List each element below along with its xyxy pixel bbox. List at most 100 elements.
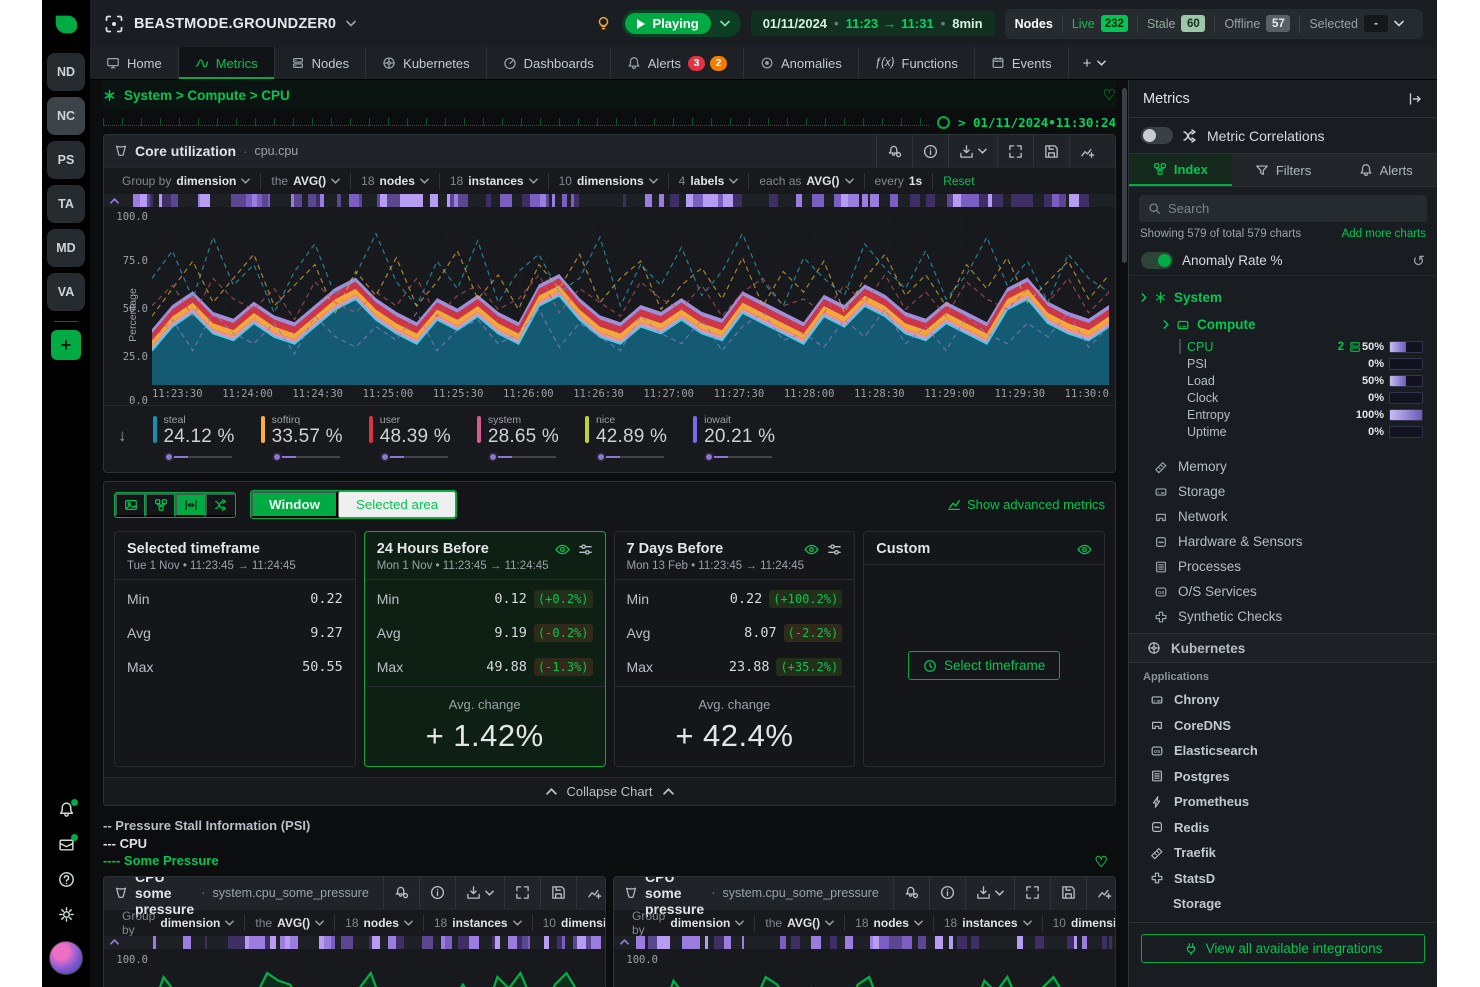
fullscreen-button[interactable] — [1013, 876, 1050, 909]
groupby-chip[interactable]: 18 instances — [440, 173, 549, 189]
groupby-chip[interactable]: Group by dimension — [112, 909, 246, 937]
tab-nodes[interactable]: Nodes — [275, 47, 367, 79]
legend-item-nice[interactable]: nice 42.89 % — [585, 414, 667, 462]
sidebar-app-chrony[interactable]: Chrony — [1129, 687, 1437, 713]
tab-events[interactable]: Events — [975, 47, 1069, 79]
show-advanced-metrics-link[interactable]: Show advanced metrics — [947, 497, 1105, 512]
anomaly-slider[interactable] — [487, 452, 559, 462]
sidebar-tab-alerts[interactable]: Alerts — [1334, 154, 1437, 186]
help-button[interactable] — [58, 871, 75, 891]
collapse-sidebar-icon[interactable] — [1407, 91, 1423, 107]
content-scrollbar[interactable] — [1122, 88, 1127, 263]
space-chevron-down-icon[interactable] — [346, 20, 356, 27]
tab-dashboards[interactable]: Dashboards — [487, 47, 611, 79]
groupby-chip[interactable]: 18 nodes — [845, 914, 934, 931]
correlations-toggle[interactable] — [1141, 127, 1173, 144]
anomaly-rate-toggle[interactable] — [1141, 252, 1173, 269]
add-to-dashboard-button[interactable] — [1085, 876, 1115, 909]
view-selected-area[interactable]: Selected area — [337, 491, 457, 518]
sidebar-item-processes[interactable]: Processes — [1129, 554, 1437, 579]
sliders-icon[interactable] — [578, 542, 593, 557]
add-to-dashboard-button[interactable] — [1069, 135, 1105, 167]
tree-leaf-psi[interactable]: PSI 0% — [1129, 355, 1437, 372]
anomaly-slider[interactable] — [704, 452, 775, 462]
breadcrumb[interactable]: System > Compute > CPU — [124, 87, 290, 103]
sidebar-app-prometheus[interactable]: Prometheus — [1129, 789, 1437, 815]
view-integrations-button[interactable]: View all available integrations — [1141, 934, 1425, 963]
add-more-charts-link[interactable]: Add more charts — [1341, 228, 1426, 240]
correlations-view-button[interactable] — [205, 492, 235, 517]
workspace-va[interactable]: VA — [47, 273, 85, 311]
date-range-picker[interactable]: 01/11/2024 • 11:23 → 11:31 • 8min — [750, 11, 995, 36]
tab-functions[interactable]: ƒ(x) Functions — [859, 47, 975, 79]
info-button[interactable] — [418, 876, 455, 909]
notifications-button[interactable] — [58, 799, 78, 821]
search-input[interactable] — [1168, 201, 1418, 216]
legend-item-iowait[interactable]: iowait 20.21 % — [693, 414, 775, 462]
save-button[interactable] — [1049, 876, 1086, 909]
news-button[interactable] — [58, 834, 78, 856]
news-bulb-icon[interactable] — [595, 15, 612, 32]
favorite-heart-icon[interactable]: ♡ — [1094, 853, 1108, 871]
anomaly-ribbon-psi[interactable] — [104, 935, 605, 949]
groupby-chip[interactable]: 18 instances — [424, 914, 533, 931]
workspace-md[interactable]: MD — [47, 229, 85, 267]
groupby-chip[interactable]: 18 nodes — [351, 173, 440, 189]
groupby-chip[interactable]: 18 nodes — [335, 914, 424, 931]
view-window[interactable]: Window — [251, 491, 338, 518]
tab-kubernetes[interactable]: Kubernetes — [366, 47, 487, 79]
fullscreen-button[interactable] — [503, 876, 540, 909]
sidebar-app-storage[interactable]: Storage — [1129, 891, 1437, 917]
sidebar-tab-filters[interactable]: Filters — [1232, 154, 1335, 186]
eye-icon[interactable] — [554, 542, 570, 557]
export-button[interactable] — [964, 876, 1014, 909]
timeframe-card-2[interactable]: 24 Hours Before Mon 1 Nov • 11:23:45 → 11… — [363, 531, 606, 767]
groupby-chip[interactable]: 10 dimensions — [533, 915, 605, 931]
groupby-chip[interactable]: the AVG() — [755, 914, 846, 931]
groupby-chip[interactable]: the AVG() — [261, 173, 352, 189]
groupby-chip[interactable]: 4 labels — [669, 173, 750, 189]
fullscreen-button[interactable] — [997, 135, 1033, 167]
tree-node-compute[interactable]: Compute — [1129, 311, 1437, 338]
groupby-chip[interactable]: 10 dimensions — [549, 173, 669, 189]
add-to-dashboard-button[interactable] — [575, 876, 605, 909]
anomaly-slider[interactable] — [379, 452, 451, 462]
sidebar-app-postgres[interactable]: Postgres — [1129, 764, 1437, 790]
psi-plot-2[interactable] — [662, 953, 1111, 987]
sidebar-tab-index[interactable]: Index — [1129, 154, 1232, 186]
sidebar-app-statsd[interactable]: StatsD — [1129, 866, 1437, 892]
workspace-nd[interactable]: ND — [47, 53, 85, 91]
sidebar-item-o-s-services[interactable]: OS O/S Services — [1129, 579, 1437, 604]
groupby-chip[interactable]: the AVG() — [245, 914, 336, 931]
sidebar-app-elasticsearch[interactable]: OS Elasticsearch — [1129, 738, 1437, 764]
info-button[interactable] — [912, 135, 948, 167]
netdata-logo-icon[interactable] — [42, 0, 90, 47]
reset-link[interactable]: Reset — [943, 174, 975, 188]
tab-alerts[interactable]: Alerts 3 2 — [611, 47, 744, 79]
playing-button[interactable]: Playing — [625, 13, 711, 34]
width-arrows-view-button[interactable] — [175, 492, 205, 517]
save-button[interactable] — [539, 876, 576, 909]
export-button[interactable] — [454, 876, 504, 909]
play-chevron-down-icon[interactable] — [719, 20, 730, 27]
groupby-chip[interactable]: each as AVG() — [749, 173, 865, 189]
add-tab-button[interactable]: + — [1069, 47, 1121, 79]
export-button[interactable] — [948, 135, 997, 167]
tree-leaf-load[interactable]: Load 50% — [1129, 372, 1437, 389]
playhead-marker[interactable] — [936, 115, 950, 129]
workspace-nc[interactable]: NC — [47, 97, 85, 135]
timeframe-card-4[interactable]: Custom Select timeframe — [863, 531, 1105, 767]
alerts-settings-button[interactable] — [382, 876, 419, 909]
sidebar-app-coredns[interactable]: CoreDNS — [1129, 713, 1437, 739]
sidebar-item-memory[interactable]: Memory — [1129, 454, 1437, 479]
tree-leaf-clock[interactable]: Clock 0% — [1129, 389, 1437, 406]
tree-leaf-entropy[interactable]: Entropy 100% — [1129, 406, 1437, 423]
sidebar-item-synthetic-checks[interactable]: Synthetic Checks — [1129, 604, 1437, 629]
anomaly-ribbon-main[interactable] — [104, 194, 1115, 207]
anomaly-slider[interactable] — [163, 452, 235, 462]
tab-home[interactable]: Home — [90, 47, 179, 79]
tab-metrics[interactable]: Metrics — [178, 47, 275, 79]
psi-plot-1[interactable] — [152, 953, 601, 987]
legend-item-softirq[interactable]: softirq 33.57 % — [260, 414, 343, 462]
tree-node-system[interactable]: System — [1129, 284, 1437, 311]
